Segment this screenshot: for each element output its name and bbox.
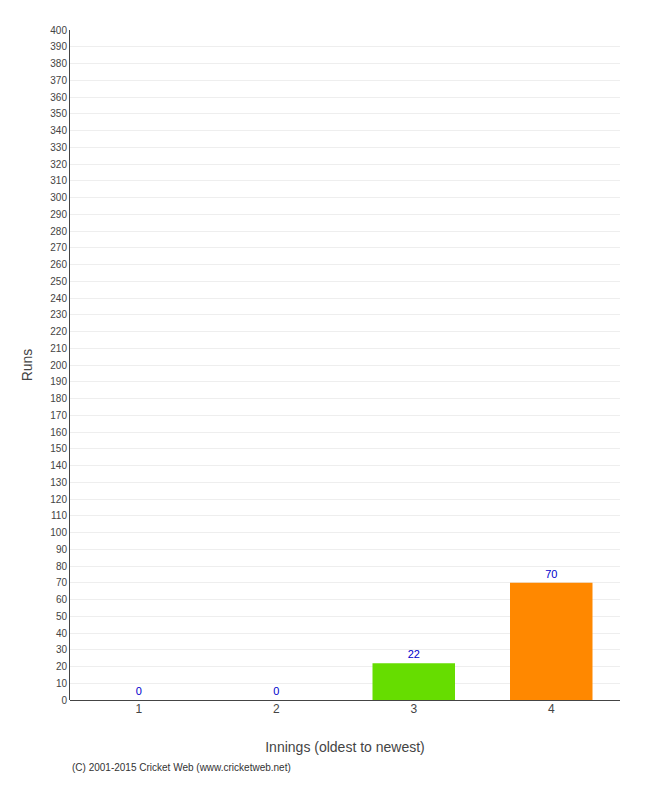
svg-text:110: 110 <box>51 510 67 521</box>
svg-text:Innings (oldest to newest): Innings (oldest to newest) <box>265 739 425 755</box>
svg-text:270: 270 <box>50 242 67 253</box>
svg-text:0: 0 <box>273 685 279 697</box>
svg-text:22: 22 <box>408 648 420 660</box>
svg-text:390: 390 <box>50 41 67 52</box>
svg-text:240: 240 <box>50 293 67 304</box>
svg-text:310: 310 <box>50 175 67 186</box>
svg-text:330: 330 <box>50 142 67 153</box>
svg-text:90: 90 <box>56 544 68 555</box>
svg-text:130: 130 <box>50 477 67 488</box>
svg-text:200: 200 <box>50 360 67 371</box>
svg-text:280: 280 <box>50 226 67 237</box>
svg-text:380: 380 <box>50 58 67 69</box>
svg-text:230: 230 <box>50 309 67 320</box>
svg-text:180: 180 <box>50 393 67 404</box>
svg-text:320: 320 <box>50 159 67 170</box>
svg-text:190: 190 <box>50 376 67 387</box>
svg-text:400: 400 <box>50 25 67 36</box>
svg-text:150: 150 <box>50 443 67 454</box>
svg-text:40: 40 <box>56 628 68 639</box>
svg-text:360: 360 <box>50 92 67 103</box>
svg-text:30: 30 <box>56 644 68 655</box>
svg-text:1: 1 <box>135 702 142 716</box>
svg-text:(C) 2001-2015 Cricket Web (www: (C) 2001-2015 Cricket Web (www.cricketwe… <box>72 762 291 773</box>
svg-text:10: 10 <box>56 678 68 689</box>
svg-text:70: 70 <box>56 577 68 588</box>
svg-text:120: 120 <box>50 494 67 505</box>
svg-text:0: 0 <box>136 685 142 697</box>
svg-text:370: 370 <box>50 75 67 86</box>
svg-text:20: 20 <box>56 661 68 672</box>
svg-text:Runs: Runs <box>19 349 35 382</box>
svg-text:220: 220 <box>50 326 67 337</box>
svg-text:340: 340 <box>50 125 67 136</box>
svg-text:300: 300 <box>50 192 67 203</box>
svg-text:160: 160 <box>50 427 67 438</box>
svg-text:50: 50 <box>56 611 68 622</box>
svg-text:100: 100 <box>50 527 67 538</box>
svg-text:70: 70 <box>545 568 557 580</box>
svg-text:290: 290 <box>50 209 67 220</box>
svg-text:2: 2 <box>273 702 280 716</box>
svg-text:60: 60 <box>56 594 68 605</box>
svg-text:80: 80 <box>56 561 68 572</box>
svg-text:350: 350 <box>50 108 67 119</box>
svg-text:210: 210 <box>50 343 67 354</box>
svg-text:250: 250 <box>50 276 67 287</box>
svg-text:260: 260 <box>50 259 67 270</box>
svg-text:3: 3 <box>410 702 417 716</box>
svg-text:0: 0 <box>61 695 67 706</box>
svg-text:4: 4 <box>548 702 555 716</box>
svg-text:170: 170 <box>50 410 67 421</box>
svg-text:140: 140 <box>50 460 67 471</box>
